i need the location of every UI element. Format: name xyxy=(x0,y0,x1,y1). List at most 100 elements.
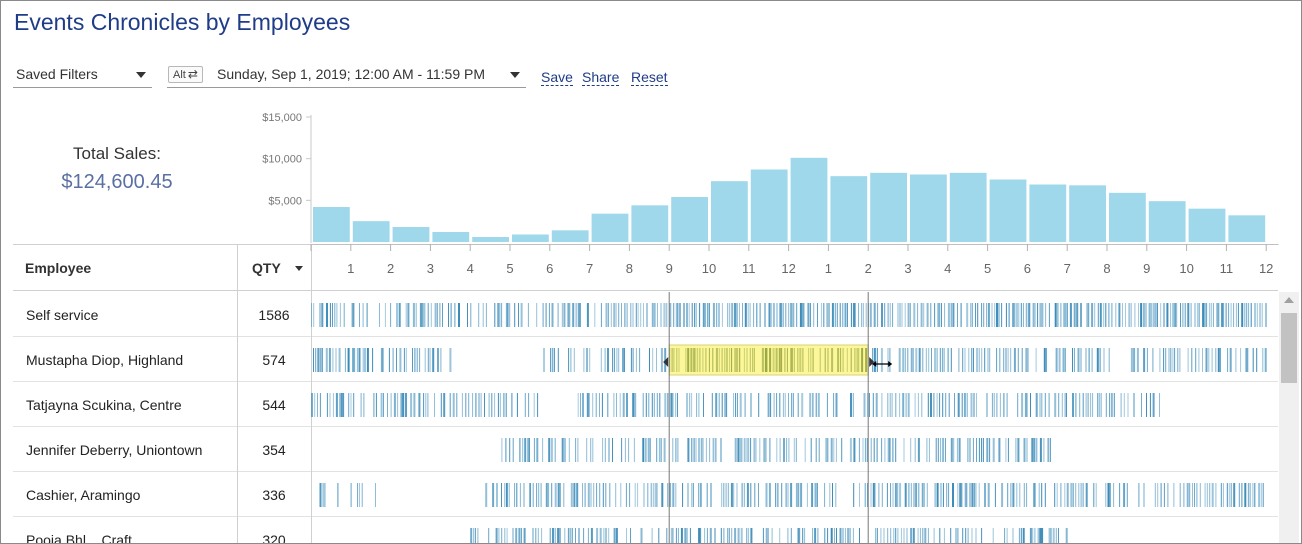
event-mark xyxy=(504,528,506,543)
event-mark xyxy=(647,438,650,462)
event-mark xyxy=(383,393,384,417)
histogram-bar[interactable] xyxy=(790,157,828,242)
vertical-scrollbar[interactable] xyxy=(1279,292,1299,543)
table-row[interactable]: Tatjayna Scukina, Centre 544 xyxy=(13,382,1278,427)
scroll-up-icon[interactable] xyxy=(1284,297,1294,303)
event-mark xyxy=(950,303,952,327)
event-mark xyxy=(626,528,627,543)
event-strip[interactable] xyxy=(319,483,1264,507)
histogram-bar[interactable] xyxy=(1228,215,1266,242)
event-mark xyxy=(718,348,720,372)
event-mark xyxy=(920,303,923,327)
event-strip[interactable] xyxy=(501,438,1051,462)
histogram-bar[interactable] xyxy=(910,174,947,243)
event-mark xyxy=(554,438,556,462)
share-link[interactable]: Share xyxy=(582,69,620,86)
event-mark xyxy=(865,303,867,327)
event-mark xyxy=(964,348,966,372)
event-mark xyxy=(647,483,649,507)
resize-cursor-icon xyxy=(872,361,893,367)
selection-right-handle-icon[interactable] xyxy=(869,357,875,367)
event-mark xyxy=(976,393,977,417)
histogram-bar[interactable] xyxy=(949,172,987,242)
column-divider[interactable] xyxy=(311,245,312,292)
column-divider xyxy=(237,382,238,427)
event-mark xyxy=(785,483,787,507)
histogram-bar[interactable] xyxy=(631,205,669,242)
scroll-thumb[interactable] xyxy=(1281,313,1297,383)
event-mark xyxy=(1041,483,1043,507)
date-range-picker[interactable]: Alt ⇄ Sunday, Sep 1, 2019; 12:00 AM - 11:… xyxy=(167,63,526,88)
histogram-bar[interactable] xyxy=(591,213,629,242)
event-mark xyxy=(709,528,712,543)
event-mark xyxy=(704,528,706,543)
event-mark xyxy=(499,303,501,327)
column-divider xyxy=(311,427,312,472)
sort-desc-icon[interactable] xyxy=(295,266,303,271)
event-strip[interactable] xyxy=(313,344,1267,376)
column-divider[interactable] xyxy=(237,245,238,292)
event-mark xyxy=(937,438,939,462)
event-mark xyxy=(335,348,337,372)
event-mark xyxy=(861,303,863,327)
table-row[interactable]: Pooja Bhl... Craft 320 xyxy=(13,517,1278,543)
table-row[interactable]: Cashier, Aramingo 336 xyxy=(13,472,1278,517)
event-strip[interactable] xyxy=(470,528,1068,544)
table-row[interactable]: Jennifer Deberry, Uniontown 354 xyxy=(13,427,1278,472)
table-row[interactable]: Self service 1586 xyxy=(13,292,1278,337)
histogram-bar[interactable] xyxy=(989,179,1027,243)
event-mark xyxy=(870,438,872,462)
qty-column-header[interactable]: QTY xyxy=(252,260,281,276)
alt-toggle-button[interactable]: Alt ⇄ xyxy=(168,66,203,83)
event-mark xyxy=(914,393,916,417)
event-mark xyxy=(1073,348,1075,372)
event-mark xyxy=(324,483,326,507)
selection-left-handle-icon[interactable] xyxy=(663,357,669,367)
histogram-bar[interactable] xyxy=(313,207,350,242)
event-strip[interactable] xyxy=(311,393,1160,417)
event-mark xyxy=(533,393,535,417)
histogram-bar[interactable] xyxy=(711,181,748,242)
event-strip[interactable] xyxy=(311,303,1267,327)
event-mark xyxy=(592,393,594,417)
histogram-bar[interactable] xyxy=(1029,184,1067,243)
column-divider xyxy=(311,472,312,517)
event-mark xyxy=(412,348,413,372)
histogram-bar[interactable] xyxy=(1148,201,1186,242)
event-mark xyxy=(1233,303,1235,327)
histogram-bar[interactable] xyxy=(1069,185,1106,242)
table-row[interactable]: Mustapha Diop, Highland 574 xyxy=(13,337,1278,382)
histogram-bar[interactable] xyxy=(392,227,430,242)
histogram-bar[interactable] xyxy=(551,230,589,242)
event-mark xyxy=(440,348,442,372)
save-link[interactable]: Save xyxy=(541,69,573,86)
saved-filters-dropdown[interactable]: Saved Filters xyxy=(13,63,152,88)
event-mark xyxy=(891,393,893,417)
event-mark xyxy=(529,483,531,507)
event-mark xyxy=(870,483,872,507)
event-mark xyxy=(765,483,768,507)
event-mark xyxy=(1166,303,1169,327)
event-mark xyxy=(564,438,566,462)
histogram-bar[interactable] xyxy=(1109,192,1146,242)
event-mark xyxy=(691,483,693,507)
histogram-bar[interactable] xyxy=(512,234,549,243)
event-mark xyxy=(1189,483,1191,507)
event-timeline[interactable] xyxy=(1,292,1279,544)
selected-range[interactable] xyxy=(668,344,869,376)
event-mark xyxy=(607,348,609,372)
reset-link[interactable]: Reset xyxy=(631,69,668,86)
employee-column-header[interactable]: Employee xyxy=(25,260,92,276)
event-mark xyxy=(343,393,345,417)
histogram-bar[interactable] xyxy=(432,232,470,242)
histogram-bar[interactable] xyxy=(1188,208,1226,242)
histogram-bar[interactable] xyxy=(870,172,907,242)
histogram-bar[interactable] xyxy=(472,237,509,242)
histogram-bar[interactable] xyxy=(750,169,788,243)
histogram-bar[interactable] xyxy=(671,197,708,242)
event-mark xyxy=(950,348,952,372)
histogram-bar[interactable] xyxy=(830,176,868,242)
histogram-bar[interactable] xyxy=(352,221,390,242)
event-mark xyxy=(829,483,831,507)
event-mark xyxy=(804,528,806,543)
